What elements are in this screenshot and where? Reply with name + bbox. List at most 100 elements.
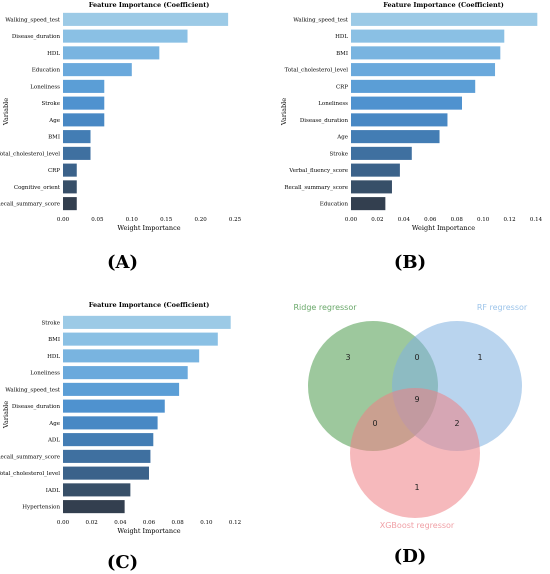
chartb-category-label: Recall_summary_score	[284, 185, 348, 191]
chartb-bar	[351, 180, 392, 194]
chartb-category-label: Stroke	[329, 151, 348, 157]
charta-bar	[63, 180, 77, 194]
chartb-category-label: Total_cholesterol_level	[285, 68, 349, 74]
charta-bar	[63, 146, 91, 160]
chartc-bar	[63, 382, 180, 396]
chartc-x-tick: 0.08	[172, 520, 185, 526]
chartc-category-label: Walking_speed_test	[5, 387, 61, 393]
chartb-bar	[351, 163, 400, 177]
chartc-y-axis-label: Variable	[2, 401, 10, 429]
chartc-category-label: BMI	[48, 337, 60, 343]
chartc-bar	[63, 315, 231, 329]
rf-label: RF regressor	[477, 303, 528, 312]
chartb-x-tick: 0.04	[398, 217, 411, 223]
chart-b: Feature Importance (Coefficient) Walking_…	[280, 1, 543, 232]
chartb-category-label: HDL	[335, 34, 348, 40]
venn-count-ridge-xgb: 0	[372, 419, 377, 428]
chartb-bar	[351, 146, 412, 160]
xgboost-circle	[350, 388, 480, 518]
chartc-x-tick: 0.10	[200, 520, 213, 526]
chartc-bar	[63, 483, 131, 497]
chartc-category-label: IADL	[46, 488, 61, 494]
charta-bar	[63, 12, 229, 26]
chartb-bar	[351, 46, 501, 60]
chartc-bar	[63, 349, 200, 363]
charta-category-label: Total_cholesterol_level	[0, 151, 60, 157]
chartc-bar	[63, 466, 149, 480]
charta-category-label: CRP	[48, 168, 60, 174]
charta-category-label: Loneliness	[30, 84, 60, 90]
venn-count-rf-only: 1	[477, 353, 482, 362]
chartc-x-tick: 0.12	[229, 520, 241, 526]
ridge-label: Ridge regressor	[293, 303, 357, 312]
charta-bar	[63, 29, 188, 43]
chartb-x-tick: 0.14	[530, 217, 543, 223]
chartb-bar	[351, 12, 538, 26]
chartc-bar	[63, 332, 218, 346]
chartc-x-tick: 0.02	[86, 520, 98, 526]
venn-count-ridge-rf: 0	[414, 353, 419, 362]
chartc-bar	[63, 500, 125, 514]
charta-bar	[63, 96, 105, 110]
charta-y-axis-label: Variable	[2, 98, 10, 126]
xgboost-label: XGBoost regressor	[380, 521, 455, 530]
venn-count-ridge-only: 3	[345, 353, 350, 362]
chartc-x-tick: 0.00	[57, 520, 70, 526]
chart-a: Feature Importance (Coefficient) Walking_…	[0, 1, 242, 232]
chartc-category-label: ADL	[47, 438, 60, 444]
venn-count-xgb-only: 1	[414, 483, 419, 492]
chartc-x-tick: 0.06	[143, 520, 156, 526]
chartb-category-label: Education	[320, 202, 349, 208]
charta-x-tick: 0.05	[91, 217, 104, 223]
chartb-category-label: Walking_speed_test	[293, 17, 349, 23]
charta-category-label: Disease_duration	[12, 34, 61, 40]
charta-bar	[63, 130, 91, 144]
panel-label-c: (C)	[106, 552, 139, 573]
charta-category-label: Age	[48, 118, 60, 124]
charta-category-label: Walking_speed_test	[5, 17, 61, 23]
venn-diagram: Ridge regressor RF regressor XGBoost regre…	[293, 303, 528, 530]
charta-category-label: HDL	[47, 51, 60, 57]
chartb-x-tick: 0.02	[371, 217, 383, 223]
chartc-category-label: Hypertension	[22, 505, 60, 511]
charta-title: Feature Importance (Coefficient)	[89, 1, 210, 9]
charta-bar	[63, 113, 105, 127]
chartc-category-label: Disease_duration	[12, 404, 61, 410]
chartb-x-tick: 0.12	[503, 217, 515, 223]
charta-x-tick: 0.25	[229, 217, 242, 223]
chartb-x-tick: 0.06	[424, 217, 437, 223]
chartb-x-tick: 0.08	[451, 217, 464, 223]
panel-label-a: (A)	[107, 252, 138, 273]
chartc-bar	[63, 366, 188, 380]
chartc-x-axis-label: Weight Importance	[117, 527, 180, 535]
charta-category-label: BMI	[48, 135, 60, 141]
chartb-bar	[351, 113, 448, 127]
venn-count-rf-xgb: 2	[454, 419, 459, 428]
chartb-x-tick: 0.00	[345, 217, 358, 223]
chartb-category-label: Verbal_fluency_score	[288, 168, 348, 174]
chartb-bar	[351, 130, 440, 144]
chart-c: Feature Importance (Coefficient) Stroke BM…	[0, 301, 241, 535]
chartb-category-label: Disease_duration	[300, 118, 349, 124]
charta-bar	[63, 163, 77, 177]
charta-x-axis-label: Weight Importance	[117, 224, 180, 232]
charta-category-label: Education	[32, 68, 61, 74]
chartb-bar	[351, 197, 386, 211]
chartb-category-label: Loneliness	[318, 101, 348, 107]
chartc-bar	[63, 399, 165, 413]
chartb-bar	[351, 79, 476, 93]
charta-bar	[63, 197, 77, 211]
charta-x-tick: 0.15	[160, 217, 173, 223]
chartc-bar	[63, 449, 151, 463]
chartc-category-label: Age	[48, 421, 60, 427]
chartc-category-label: Loneliness	[30, 371, 60, 377]
chartc-category-label: HDL	[47, 354, 60, 360]
chartb-bar	[351, 29, 505, 43]
chartb-bar	[351, 63, 496, 77]
charta-category-label: Stroke	[41, 101, 60, 107]
chartc-bar	[63, 433, 154, 447]
chartc-title: Feature Importance (Coefficient)	[89, 301, 210, 309]
chartb-x-tick: 0.10	[477, 217, 490, 223]
chartc-category-label: Stroke	[41, 320, 60, 326]
panel-label-b: (B)	[393, 252, 427, 273]
